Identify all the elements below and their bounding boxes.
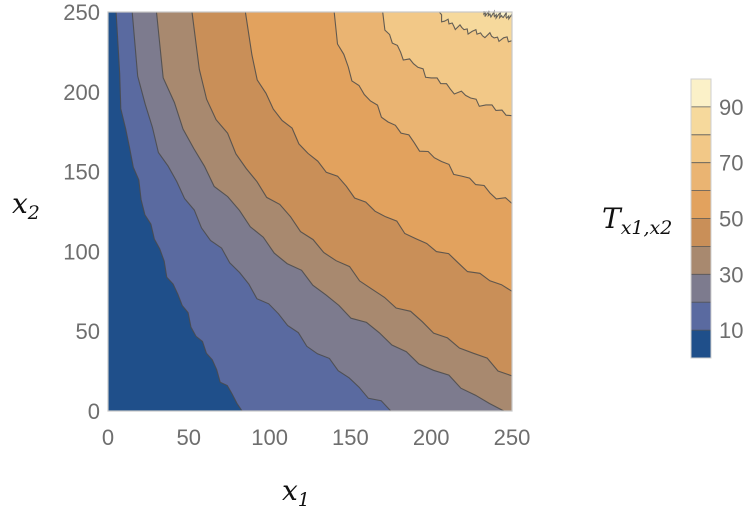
colorbar-swatch (691, 190, 711, 219)
contour-line (191, 11, 513, 377)
y-axis-ticks: 0 50 100 150 200 250 (63, 0, 100, 424)
colorbar-swatch (691, 274, 711, 303)
x-axis-title: x1 (282, 474, 310, 510)
colorbar-swatch (691, 302, 711, 331)
colorbar-tick-label: 10 (719, 318, 743, 343)
contour-bands (108, 10, 512, 412)
colorbar-swatch (691, 162, 711, 191)
x-tick-label: 250 (494, 425, 531, 450)
contour-line (438, 11, 513, 43)
y-tick-label: 100 (63, 239, 100, 264)
y-tick-label: 250 (63, 0, 100, 25)
contour-line (482, 9, 513, 21)
colorbar-swatch (691, 330, 711, 359)
contour-line (131, 11, 392, 412)
x-tick-label: 200 (413, 425, 450, 450)
colorbar-swatch (691, 246, 711, 275)
colorbar-ticks: 10 30 50 70 90 (719, 95, 743, 343)
plot-frame (107, 11, 513, 412)
colorbar (690, 78, 712, 359)
contour-band (108, 12, 243, 411)
x-tick-label: 50 (177, 425, 201, 450)
contour-line (382, 11, 513, 117)
colorbar-swatch (691, 79, 711, 108)
y-tick-label: 50 (76, 319, 100, 344)
y-tick-label: 150 (63, 160, 100, 185)
x-tick-label: 100 (251, 425, 288, 450)
y-tick-label: 0 (88, 399, 100, 424)
colorbar-tick-label: 50 (719, 207, 743, 232)
colorbar-tick-label: 70 (719, 151, 743, 176)
x-tick-label: 150 (332, 425, 369, 450)
colorbar-swatch (691, 218, 711, 247)
colorbar-tick-label: 30 (719, 262, 743, 287)
x-tick-label: 0 (102, 425, 114, 450)
contour-line (244, 11, 513, 292)
contour-line (115, 11, 243, 412)
colorbar-swatch (691, 134, 711, 163)
y-tick-label: 200 (63, 80, 100, 105)
x-axis-ticks: 0 50 100 150 200 250 (102, 425, 530, 450)
y-axis-title: x2 (12, 187, 40, 224)
colorbar-frame (690, 78, 712, 359)
colorbar-swatch (691, 106, 711, 136)
colorbar-tick-label: 90 (719, 95, 743, 120)
colorbar-title: Tx1,x2 (602, 202, 672, 239)
contour-line (155, 11, 505, 412)
contour-lines (115, 9, 513, 412)
contour-line (333, 11, 513, 204)
